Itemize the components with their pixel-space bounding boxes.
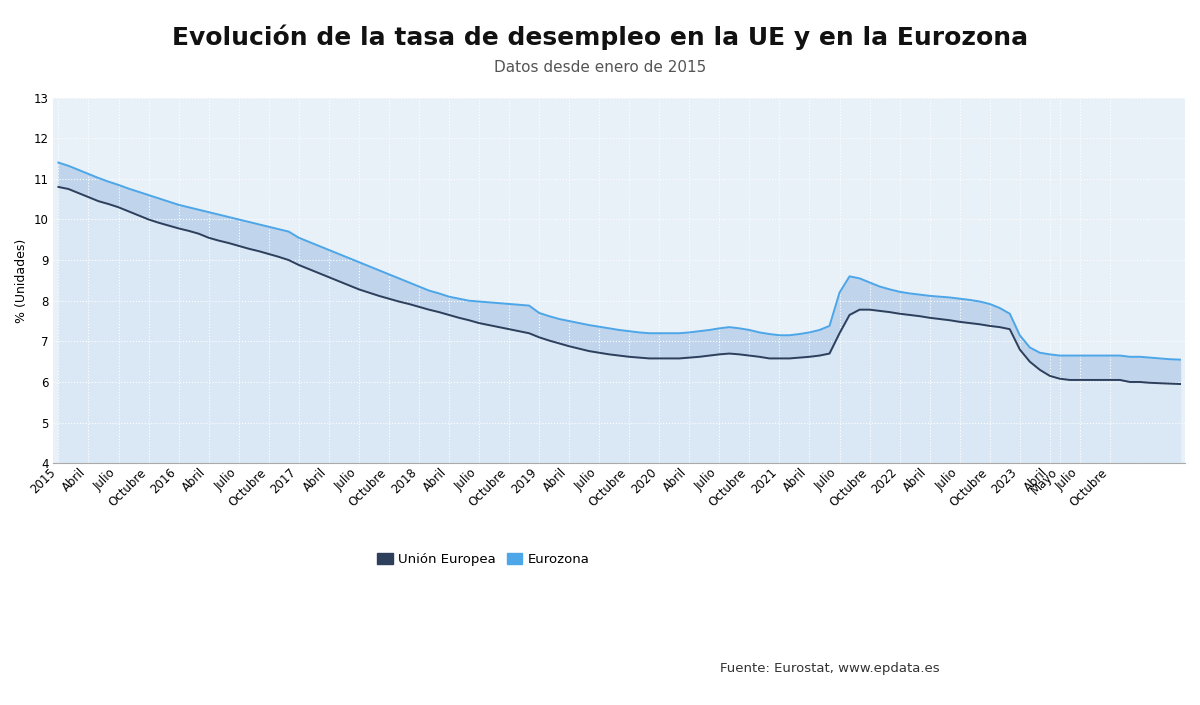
Y-axis label: % (Unidades): % (Unidades) [14, 238, 28, 322]
Text: Evolución de la tasa de desempleo en la UE y en la Eurozona: Evolución de la tasa de desempleo en la … [172, 25, 1028, 50]
Text: Datos desde enero de 2015: Datos desde enero de 2015 [494, 60, 706, 75]
Legend: Unión Europea, Eurozona: Unión Europea, Eurozona [377, 553, 589, 566]
Text: Fuente: Eurostat, www.epdata.es: Fuente: Eurostat, www.epdata.es [720, 662, 940, 675]
